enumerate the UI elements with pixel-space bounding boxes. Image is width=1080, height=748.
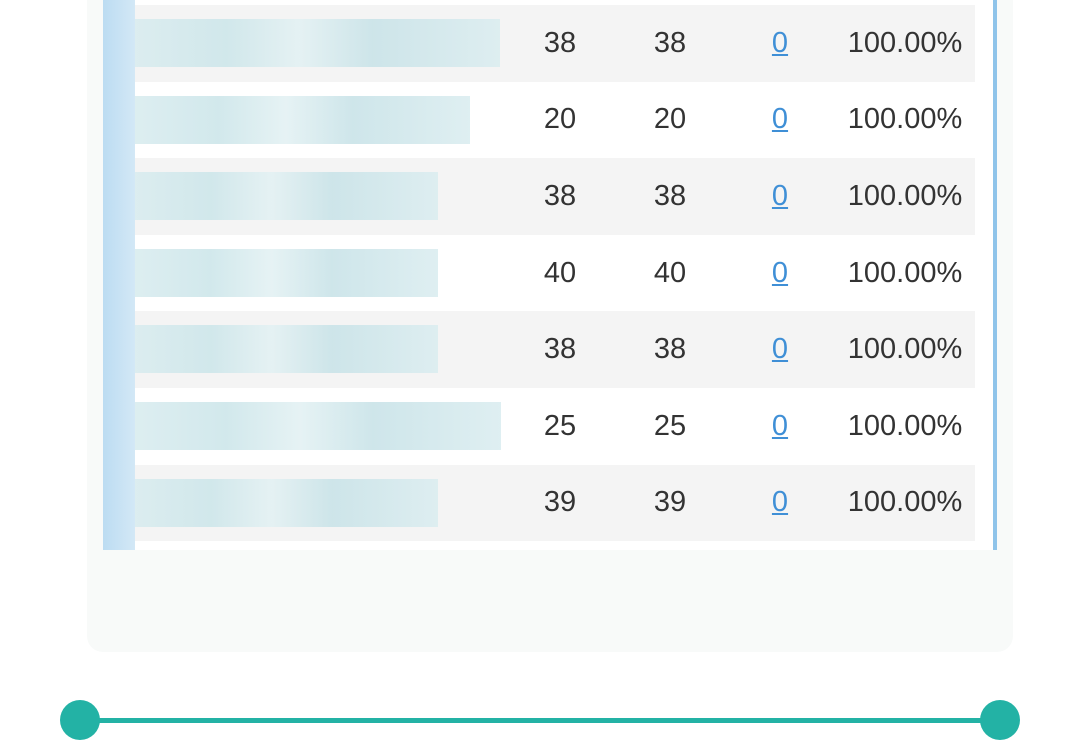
count-cell: 39 <box>543 486 577 519</box>
table-row: 25 25 0 100.00% <box>135 388 975 465</box>
table-row: 20 20 0 100.00% <box>135 82 975 159</box>
table-row: 38 38 0 100.00% <box>135 311 975 388</box>
redacted-name-cell <box>135 172 438 221</box>
count-link[interactable]: 0 <box>771 409 789 442</box>
percentage-cell: 100.00% <box>847 26 963 59</box>
timeline-start-dot <box>60 700 100 740</box>
count-cell: 25 <box>653 409 687 442</box>
count-cell: 38 <box>543 179 577 212</box>
table-row: 39 39 0 100.00% <box>135 464 975 542</box>
percentage-cell: 100.00% <box>847 103 963 136</box>
table-body: 38 38 0 100.00% 20 20 0 100.00% 38 38 0 100.00% 40 40… <box>135 5 975 542</box>
count-cell: 38 <box>543 333 577 366</box>
count-link[interactable]: 0 <box>771 26 789 59</box>
count-cell: 38 <box>653 179 687 212</box>
redacted-name-cell <box>135 95 470 144</box>
count-cell: 38 <box>653 333 687 366</box>
timeline-line <box>80 718 1000 723</box>
table-right-border <box>993 0 997 550</box>
count-link[interactable]: 0 <box>771 103 789 136</box>
redacted-name-cell <box>135 401 501 450</box>
redacted-name-cell <box>135 478 438 527</box>
percentage-cell: 100.00% <box>847 179 963 212</box>
table-row: 40 40 0 100.00% <box>135 235 975 312</box>
percentage-cell: 100.00% <box>847 409 963 442</box>
count-link[interactable]: 0 <box>771 256 789 289</box>
table-row: 38 38 0 100.00% <box>135 5 975 82</box>
data-table: 38 38 0 100.00% 20 20 0 100.00% 38 38 0 100.00% 40 40… <box>103 0 997 550</box>
percentage-cell: 100.00% <box>847 486 963 519</box>
redacted-name-cell <box>135 248 438 297</box>
count-cell: 25 <box>543 409 577 442</box>
count-cell: 40 <box>543 256 577 289</box>
timeline-end-dot <box>980 700 1020 740</box>
count-cell: 38 <box>653 26 687 59</box>
table-left-strip <box>103 0 135 550</box>
percentage-cell: 100.00% <box>847 333 963 366</box>
table-row: 38 38 0 100.00% <box>135 158 975 235</box>
percentage-cell: 100.00% <box>847 256 963 289</box>
count-link[interactable]: 0 <box>771 179 789 212</box>
count-cell: 20 <box>543 103 577 136</box>
count-link[interactable]: 0 <box>771 486 789 519</box>
count-cell: 39 <box>653 486 687 519</box>
count-cell: 20 <box>653 103 687 136</box>
redacted-name-cell <box>135 19 500 67</box>
count-cell: 38 <box>543 26 577 59</box>
count-cell: 40 <box>653 256 687 289</box>
count-link[interactable]: 0 <box>771 333 789 366</box>
redacted-name-cell <box>135 325 438 374</box>
